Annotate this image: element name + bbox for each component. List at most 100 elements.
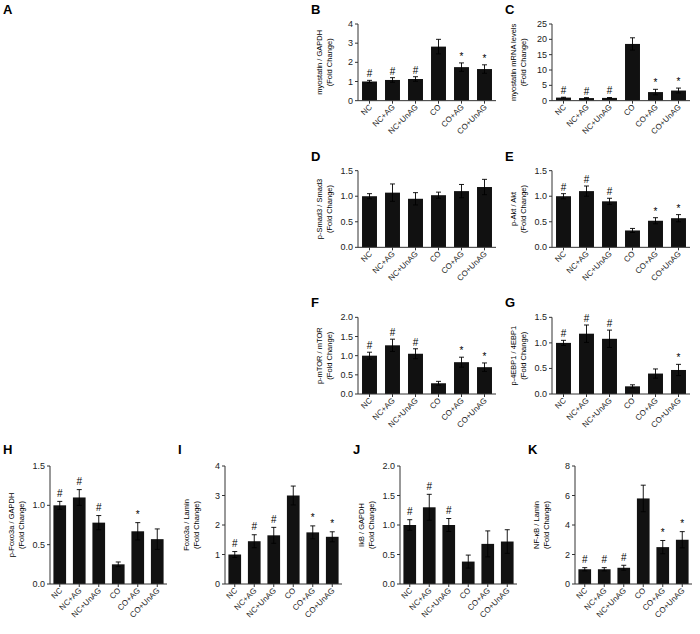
- error-bar: [621, 565, 626, 570]
- bar: [579, 191, 594, 247]
- y-tick-label: 8: [565, 461, 570, 471]
- significance-mark: *: [136, 509, 140, 520]
- y-tick-label: 0.0: [382, 579, 395, 589]
- error-bar: [676, 364, 681, 375]
- x-tick: [157, 584, 158, 587]
- y-axis-label: p-4EBP1 / 4EBP1(Fold Change): [509, 326, 528, 386]
- y-tick-label: 0.0: [534, 389, 547, 399]
- x-tick: [609, 101, 610, 104]
- y-tick: [355, 62, 358, 63]
- y-tick-label: 1.0: [382, 520, 395, 530]
- y-tick-label: 2.0: [340, 312, 353, 322]
- error-bar: [96, 516, 101, 530]
- significance-mark: #: [561, 328, 567, 339]
- x-tick: [678, 101, 679, 104]
- y-axis-label-line: p-Foxo3a / GAPDH: [7, 493, 16, 558]
- significance-mark: #: [76, 476, 82, 487]
- y-tick-label: 2.0: [382, 461, 395, 471]
- y-tick: [549, 85, 552, 86]
- error-bar: [680, 532, 685, 548]
- error-bar: [390, 78, 395, 83]
- y-tick: [355, 221, 358, 222]
- error-bar: [561, 340, 566, 345]
- bar: [306, 532, 319, 584]
- x-tick: [461, 101, 462, 104]
- y-axis-label: p-mTOR / mTOR(Fold Change): [315, 327, 334, 384]
- panel-label: B: [311, 2, 320, 17]
- y-tick: [549, 196, 552, 197]
- bar: [454, 191, 469, 247]
- marks: [228, 486, 338, 584]
- x-tick: [461, 394, 462, 397]
- y-axis-label-line: p-4EBP1 / 4EBP1: [509, 326, 518, 386]
- x-tick: [461, 247, 462, 250]
- marks: [362, 339, 492, 394]
- x-tick-label: CO+UnAG: [649, 249, 683, 283]
- x-tick: [429, 584, 430, 587]
- x-tick-label: CO+UnAG: [478, 586, 512, 620]
- error-bar: [413, 77, 418, 82]
- x-tick: [643, 584, 644, 587]
- y-axis-label-line: (Fold Change): [17, 501, 26, 549]
- x-tick: [632, 247, 633, 250]
- x-tick-label: CO: [458, 586, 473, 601]
- error-bar: [602, 568, 607, 571]
- x-axis: [400, 584, 517, 585]
- y-tick: [222, 495, 225, 496]
- y-axis-label-line: p-mTOR / mTOR: [315, 327, 324, 384]
- significance-mark: *: [680, 518, 684, 529]
- significance-mark: *: [654, 206, 658, 217]
- significance-mark: *: [460, 345, 464, 356]
- error-bar: [155, 529, 160, 549]
- y-axis-label: Foxo3a / Lamin(Fold Change): [182, 499, 201, 551]
- error-bar: [676, 88, 681, 93]
- x-tick: [632, 394, 633, 397]
- significance-mark: #: [584, 86, 590, 97]
- y-tick-label: 0.0: [340, 389, 353, 399]
- bar: [431, 195, 446, 247]
- y-tick: [355, 196, 358, 197]
- x-tick: [484, 394, 485, 397]
- x-tick: [312, 584, 313, 587]
- panel: H0.00.51.01.5p-Foxo3a / GAPDH(Fold Chang…: [3, 442, 167, 620]
- y-tick-label: 0.5: [382, 550, 395, 560]
- y-tick: [222, 584, 225, 585]
- panel: J0.00.51.01.52.0IkB / GAPDH(Fold Change)…: [353, 442, 517, 620]
- error-bar: [413, 349, 418, 359]
- panel-label: K: [528, 442, 538, 457]
- error-bar: [561, 97, 566, 99]
- y-tick: [549, 24, 552, 25]
- y-axis-label: p-Smad3 / Smad3(Fold Change): [315, 179, 334, 239]
- x-tick-label: NC+UnAG: [420, 586, 453, 619]
- error-bar: [271, 527, 276, 543]
- x-tick: [415, 101, 416, 104]
- x-tick: [678, 394, 679, 397]
- x-tick: [273, 584, 274, 587]
- y-tick: [549, 100, 552, 101]
- error-bar: [116, 562, 121, 567]
- error-bar: [582, 568, 587, 571]
- y-tick: [397, 554, 400, 555]
- x-tick: [586, 247, 587, 250]
- error-bar: [367, 194, 372, 199]
- error-bar: [653, 89, 658, 95]
- x-tick: [98, 584, 99, 587]
- error-bar: [676, 215, 681, 222]
- y-tick-label: 0.5: [340, 217, 353, 227]
- y-tick-label: 1.5: [340, 166, 353, 176]
- x-tick-label: NC+UnAG: [581, 396, 614, 429]
- marks: [556, 325, 686, 394]
- error-bar: [584, 186, 589, 196]
- error-bar: [446, 519, 451, 532]
- significance-mark: *: [677, 76, 681, 87]
- figure: AB01234myostatin / GAPDH(Fold Change)NCN…: [0, 0, 700, 634]
- y-tick: [355, 43, 358, 44]
- significance-mark: #: [271, 514, 277, 525]
- y-tick: [355, 317, 358, 318]
- bar: [326, 537, 339, 584]
- x-tick-label: CO+UnAG: [653, 586, 687, 620]
- error-bar: [607, 330, 612, 347]
- x-tick-label: CO: [108, 586, 123, 601]
- error-bar: [653, 218, 658, 224]
- significance-mark: #: [390, 327, 396, 338]
